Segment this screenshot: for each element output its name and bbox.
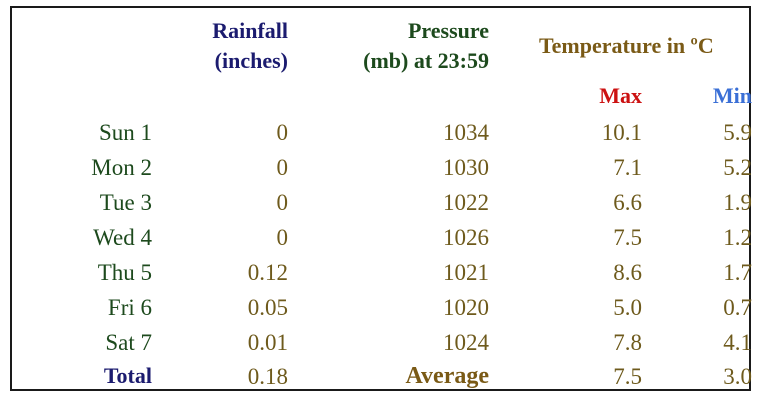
total-label: Total (103, 363, 152, 388)
weather-summary-table: Rainfall (inches) Pressure (mb) at 23:59… (10, 6, 752, 391)
row-pressure: 1024 (443, 330, 489, 355)
row-pressure: 1021 (443, 260, 489, 285)
rainfall-header-line2: (inches) (214, 48, 288, 73)
row-min-temp: 5.9 (723, 120, 752, 145)
total-rainfall: 0.18 (247, 364, 288, 389)
row-min-temp: 1.2 (723, 225, 752, 250)
row-rainfall: 0 (276, 120, 289, 145)
row-max-temp: 7.8 (613, 330, 642, 355)
row-max-temp: 7.1 (613, 155, 642, 180)
row-max-temp: 8.6 (613, 260, 642, 285)
row-pressure: 1020 (443, 295, 489, 320)
average-min-temp: 3.0 (723, 364, 752, 389)
row-rainfall: 0 (276, 190, 289, 215)
min-header: Min (712, 83, 752, 108)
row-min-temp: 4.1 (723, 330, 752, 355)
row-rainfall: 0 (276, 155, 289, 180)
row-max-temp: 10.1 (601, 120, 642, 145)
row-pressure: 1022 (443, 190, 489, 215)
average-max-temp: 7.5 (613, 364, 642, 389)
row-day-label: Thu 5 (97, 260, 152, 285)
pressure-header-line1: Pressure (407, 18, 489, 43)
row-max-temp: 7.5 (613, 225, 642, 250)
rainfall-header-line1: Rainfall (212, 18, 288, 43)
row-min-temp: 5.2 (723, 155, 752, 180)
row-pressure: 1030 (443, 155, 489, 180)
row-day-label: Sun 1 (98, 120, 152, 145)
row-max-temp: 5.0 (613, 295, 642, 320)
row-pressure: 1034 (443, 120, 489, 145)
row-day-label: Sat 7 (105, 330, 152, 355)
row-day-label: Tue 3 (99, 190, 152, 215)
pressure-header-line2: (mb) at 23:59 (363, 48, 489, 73)
row-pressure: 1026 (443, 225, 489, 250)
row-day-label: Fri 6 (107, 295, 152, 320)
row-rainfall: 0.12 (247, 260, 288, 285)
row-rainfall: 0.01 (247, 330, 288, 355)
average-label: Average (405, 363, 489, 389)
row-max-temp: 6.6 (613, 190, 642, 215)
row-min-temp: 0.7 (723, 295, 752, 320)
row-day-label: Mon 2 (91, 155, 152, 180)
row-day-label: Wed 4 (93, 225, 152, 250)
row-rainfall: 0 (276, 225, 289, 250)
row-rainfall: 0.05 (247, 295, 288, 320)
temperature-header: Temperature in ºC (539, 33, 714, 58)
max-header: Max (599, 83, 642, 108)
row-min-temp: 1.9 (723, 190, 752, 215)
row-min-temp: 1.7 (723, 260, 752, 285)
